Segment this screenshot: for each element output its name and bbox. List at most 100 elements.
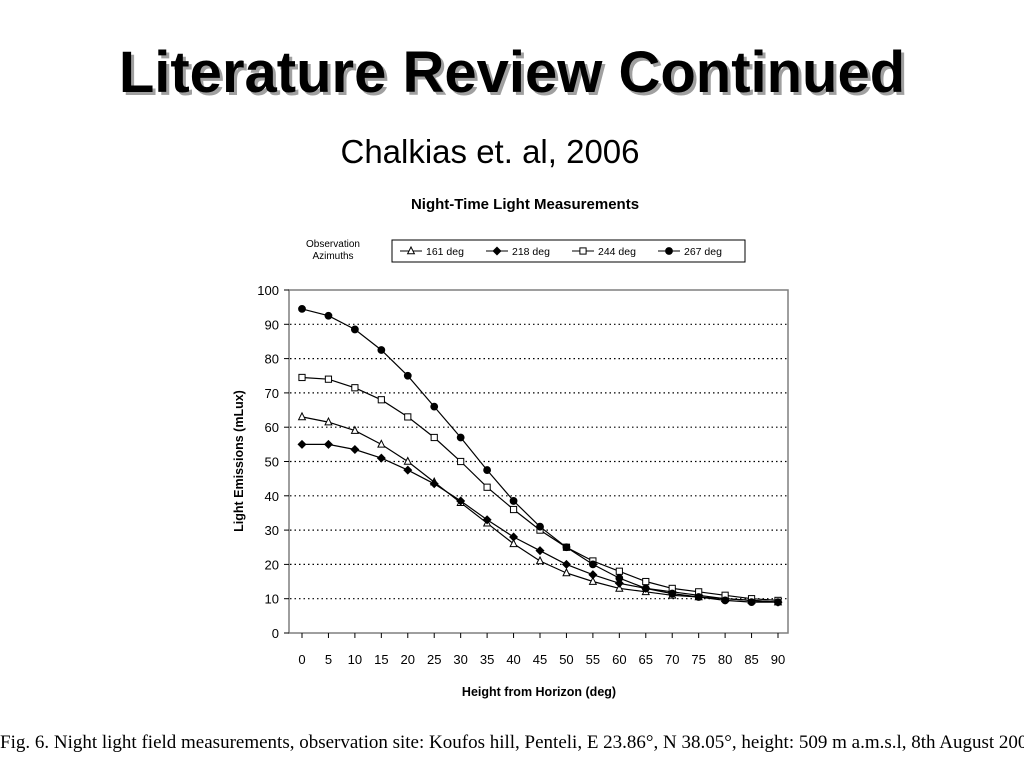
x-tick-label: 80 — [718, 652, 732, 667]
chart-title: Night-Time Light Measurements — [411, 196, 639, 213]
y-tick-label: 20 — [265, 557, 279, 572]
data-point — [588, 560, 597, 569]
data-point — [641, 584, 650, 593]
data-point — [324, 311, 333, 320]
data-point — [588, 576, 598, 585]
series-267-deg — [298, 304, 782, 607]
data-point — [323, 439, 333, 449]
data-point — [351, 384, 359, 392]
data-point — [483, 483, 491, 491]
data-point — [509, 538, 518, 548]
data-point — [536, 522, 544, 531]
data-point — [483, 466, 492, 474]
y-tick-label: 100 — [257, 283, 279, 298]
legend-marker — [406, 245, 416, 255]
x-tick-label: 75 — [691, 652, 705, 667]
data-point — [350, 444, 360, 455]
legend-entries: 161 deg 218 deg 244 deg 267 deg — [400, 245, 722, 258]
data-point — [350, 325, 359, 334]
data-point — [456, 433, 465, 442]
x-tick-label: 5 — [325, 652, 332, 667]
x-tick-label: 70 — [665, 652, 679, 667]
legend-entry: 244 deg — [572, 246, 636, 258]
x-tick-label: 85 — [744, 652, 758, 667]
data-point — [298, 373, 306, 382]
data-point — [324, 375, 333, 383]
y-axis-ticks: 0 10 20 30 40 50 60 70 80 90 100 — [257, 283, 289, 641]
y-tick-label: 10 — [265, 592, 279, 607]
data-point — [615, 583, 624, 592]
legend-marker — [665, 247, 673, 255]
x-axis-ticks: 0 5 10 15 20 25 30 35 40 45 50 55 60 65 70 75 80 85 90 — [298, 633, 785, 667]
slide-subtitle: Chalkias et. al, 2006 — [340, 133, 640, 170]
x-tick-label: 65 — [639, 652, 653, 667]
legend-entry: 161 deg — [400, 245, 464, 258]
y-tick-label: 40 — [265, 489, 279, 504]
x-tick-label: 45 — [533, 652, 547, 667]
data-point — [615, 567, 623, 575]
y-tick-label: 30 — [265, 523, 279, 538]
figure-caption: Fig. 6. Night light field measurements, … — [0, 732, 1024, 753]
x-tick-label: 50 — [559, 652, 573, 667]
data-point — [642, 577, 650, 586]
data-point — [509, 497, 518, 505]
data-point — [404, 413, 412, 421]
x-tick-label: 60 — [612, 652, 626, 667]
x-tick-label: 20 — [401, 652, 415, 667]
y-tick-label: 50 — [265, 455, 279, 470]
legend-marker — [492, 246, 502, 256]
slide-title: Literature Review Continued — [118, 40, 906, 105]
data-point — [561, 559, 571, 569]
data-point — [430, 402, 439, 411]
data-point — [562, 543, 571, 552]
legend-box — [391, 239, 746, 263]
x-tick-label: 30 — [453, 652, 467, 667]
data-point — [429, 479, 439, 489]
legend-title-line-2: Azimuths — [312, 251, 353, 262]
data-point — [535, 546, 545, 556]
data-point — [535, 555, 545, 565]
data-point — [430, 433, 438, 442]
legend-entry: 218 deg — [486, 246, 550, 258]
data-point — [324, 416, 333, 426]
x-tick-label: 0 — [298, 652, 305, 667]
data-point — [721, 596, 730, 605]
data-point — [562, 567, 571, 577]
legend-entry: 267 deg — [658, 246, 722, 258]
data-point — [297, 439, 307, 449]
x-axis-label: Height from Horizon (deg) — [462, 685, 616, 699]
x-tick-label: 90 — [771, 652, 785, 667]
data-point — [668, 589, 677, 598]
legend-marker — [579, 247, 587, 255]
data-point — [298, 304, 306, 313]
x-tick-label: 10 — [348, 652, 362, 667]
data-point — [377, 396, 385, 404]
data-point — [588, 570, 598, 580]
legend-label: 267 deg — [684, 246, 722, 258]
data-point — [456, 496, 466, 506]
data-point — [377, 346, 386, 354]
data-point — [350, 425, 360, 434]
data-point — [297, 411, 307, 421]
data-point — [457, 457, 465, 466]
x-tick-label: 15 — [374, 652, 388, 667]
data-point — [509, 505, 518, 514]
data-point — [403, 465, 413, 475]
y-tick-label: 60 — [265, 420, 279, 435]
data-point — [482, 515, 492, 525]
legend-label: 161 deg — [426, 246, 464, 258]
series-layer — [297, 304, 783, 607]
data-point — [747, 598, 756, 607]
data-point — [403, 371, 412, 380]
y-axis-label: Light Emissions (mLux) — [232, 390, 246, 532]
legend-label: 244 deg — [598, 246, 636, 258]
data-point — [615, 574, 624, 583]
y-tick-label: 90 — [265, 317, 279, 332]
y-tick-label: 0 — [272, 626, 279, 641]
data-point — [376, 453, 386, 463]
data-point — [774, 598, 782, 607]
y-tick-label: 70 — [265, 386, 279, 401]
x-tick-label: 35 — [480, 652, 494, 667]
y-tick-label: 80 — [265, 352, 279, 367]
